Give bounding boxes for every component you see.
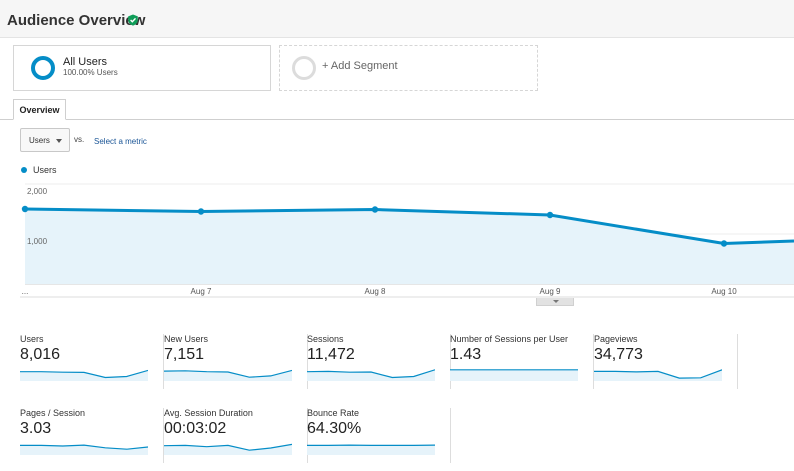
page-title: Audience Overview: [7, 12, 146, 29]
sparkline-area: [164, 370, 292, 381]
y-tick-label: 2,000: [27, 187, 48, 196]
sparkline-area: [307, 369, 435, 381]
sparkline-area: [20, 370, 148, 381]
scorecard[interactable]: Users 8,016: [20, 334, 164, 389]
scorecard-value: 34,773: [594, 346, 643, 363]
sparkline-area: [307, 445, 435, 455]
scorecard-sparkline: [20, 369, 148, 381]
sparkline-line: [594, 369, 722, 379]
scorecard-sparkline: [164, 443, 292, 455]
scorecard-value: 11,472: [307, 346, 355, 363]
scorecard-sparkline: [307, 444, 435, 455]
scorecard-sparkline: [594, 369, 722, 381]
x-tick-label: Aug 10: [711, 287, 737, 296]
scorecard-value: 8,016: [20, 346, 61, 363]
y-tick-label: 1,000: [27, 237, 48, 246]
scorecard[interactable]: Number of Sessions per User 1.43: [450, 334, 594, 389]
scorecard[interactable]: Pageviews 34,773: [594, 334, 738, 389]
scorecard-label: Pageviews: [594, 334, 638, 344]
scorecard-value: 3.03: [20, 420, 52, 437]
caret-down-icon: [553, 300, 559, 303]
users-series-line: [24, 207, 794, 246]
tab-divider: [0, 119, 794, 120]
sparkline-area: [164, 444, 292, 455]
sparkline-area: [20, 445, 148, 455]
tab-overview[interactable]: Overview: [13, 99, 66, 120]
scorecard[interactable]: Pages / Session 3.03: [20, 408, 164, 463]
sparkline-line: [20, 369, 148, 379]
scorecard-sparkline: [450, 369, 578, 381]
add-segment-button[interactable]: + Add Segment: [279, 45, 538, 91]
scorecard-label: New Users: [164, 334, 209, 344]
data-point: [371, 206, 379, 213]
page-header: Audience Overview: [0, 0, 794, 38]
scorecard-label: Sessions: [307, 334, 344, 344]
scorecard-label: Pages / Session: [20, 408, 86, 418]
select-metric-link[interactable]: Select a metric: [94, 137, 147, 146]
x-tick-label: Aug 8: [365, 287, 386, 296]
segment-percent: 100.00% Users: [63, 68, 118, 77]
scorecard-label: Avg. Session Duration: [164, 408, 253, 418]
segment-all-users[interactable]: All Users 100.00% Users: [13, 45, 271, 91]
users-line-chart: ... Aug 7 Aug 8 Aug 9 Aug 10 2,000 1,000: [20, 183, 794, 298]
sparkline-line: [164, 369, 292, 378]
sparkline-area: [450, 369, 578, 381]
x-tick-label: Aug 9: [540, 287, 561, 296]
scorecard[interactable]: Bounce Rate 64.30%: [307, 408, 451, 463]
scorecard-label: Users: [20, 334, 44, 344]
scorecard-label: Bounce Rate: [307, 408, 360, 418]
scorecard[interactable]: New Users 7,151: [164, 334, 308, 389]
x-tick-label: ...: [22, 287, 29, 296]
scorecard-sparkline: [20, 444, 148, 455]
scorecard-sparkline: [307, 369, 435, 381]
metric-select-dropdown[interactable]: Users: [20, 128, 70, 152]
add-segment-label: + Add Segment: [322, 60, 398, 72]
scorecard-label: Number of Sessions per User: [450, 334, 569, 344]
users-area-fill: [25, 209, 794, 284]
vs-label: vs.: [74, 135, 85, 144]
data-point: [546, 211, 554, 219]
verified-shield-icon: [128, 14, 138, 26]
legend-label-users: Users: [33, 165, 57, 175]
add-segment-circle-icon: [292, 56, 316, 80]
sparkline-line: [307, 369, 435, 379]
scorecard-value: 1.43: [450, 346, 482, 363]
scorecard-value: 64.30%: [307, 420, 362, 437]
sparkline-line: [164, 443, 292, 451]
x-tick-label: Aug 7: [191, 287, 212, 296]
scorecard[interactable]: Avg. Session Duration 00:03:02: [164, 408, 308, 463]
scorecard-value: 00:03:02: [164, 420, 227, 437]
data-point: [21, 205, 29, 213]
sparkline-line: [20, 444, 148, 450]
legend-swatch: [21, 167, 27, 173]
scorecard-sparkline: [164, 369, 292, 381]
scorecard-value: 7,151: [164, 346, 205, 363]
metric-select-value: Users: [29, 136, 50, 145]
data-point: [197, 208, 205, 215]
data-point: [720, 240, 728, 247]
chart-collapse-handle[interactable]: [536, 298, 574, 306]
segment-name: All Users: [63, 56, 108, 68]
scorecard[interactable]: Sessions 11,472: [307, 334, 451, 389]
chevron-down-icon: [56, 139, 62, 143]
segment-circle-icon: [31, 56, 55, 80]
